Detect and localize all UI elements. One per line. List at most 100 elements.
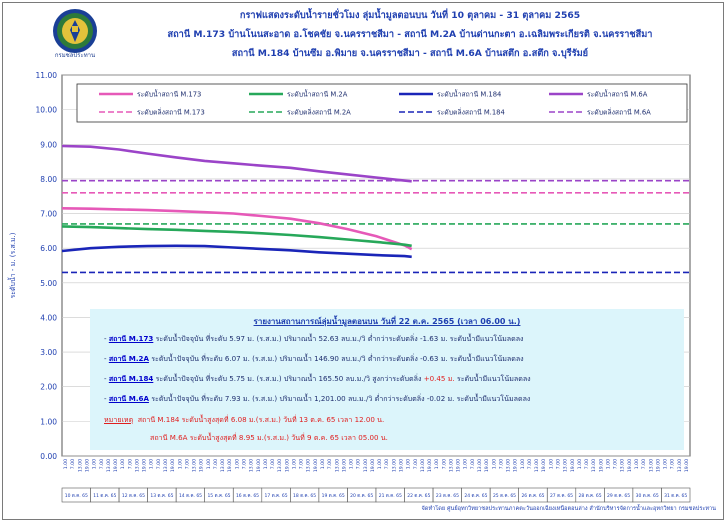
hour-tick-label: 13.00 (363, 459, 369, 472)
note-label: หมายเหตุ (104, 415, 134, 424)
legend-box (76, 83, 688, 123)
hour-tick-label: 19.00 (341, 459, 347, 472)
y-axis-title: ระดับน้ำ - ม. (ร.ส.ม.) (6, 232, 17, 298)
credit-text: จัดทำโดย ศูนย์อุทกวิทยาชลประทานภาคตะวันอ… (421, 506, 716, 512)
hour-tick-label: 1.00 (291, 459, 297, 469)
hour-tick-label: 7.00 (299, 459, 305, 469)
station-link-m2a[interactable]: สถานี M.2A (108, 354, 149, 363)
hour-tick-label: 19.00 (170, 459, 176, 472)
hour-tick-label: 1.00 (491, 459, 497, 469)
y-tick-label: 6.00 (40, 244, 57, 253)
hour-tick-label: 19.00 (399, 459, 405, 472)
date-label: 29 ต.ค. 65 (607, 493, 630, 499)
hour-tick-label: 13.00 (648, 459, 654, 472)
hour-tick-label: 19.00 (142, 459, 148, 472)
hour-tick-label: 13.00 (77, 459, 83, 472)
hour-tick-label: 19.00 (684, 459, 690, 472)
hour-tick-label: 19.00 (655, 459, 661, 472)
date-cell (661, 487, 691, 503)
hour-tick-label: 1.00 (577, 459, 583, 469)
date-label: 16 ต.ค. 65 (236, 493, 259, 499)
hour-tick-label: 13.00 (277, 459, 283, 472)
y-tick-label: 0.00 (40, 452, 57, 461)
hour-tick-label: 19.00 (456, 459, 462, 472)
date-label: 13 ต.ค. 65 (150, 493, 173, 499)
hour-tick-label: 7.00 (498, 459, 504, 469)
report-row-m173: - สถานี M.173 ระดับน้ำปัจจุบัน ที่ระดับ … (104, 334, 524, 343)
y-tick-label: 8.00 (40, 175, 57, 184)
hour-tick-label: 7.00 (127, 459, 133, 469)
hour-tick-label: 19.00 (113, 459, 119, 472)
date-label: 19 ต.ค. 65 (322, 493, 345, 499)
y-tick-label: 10.00 (36, 106, 58, 115)
legend-entry: ระดับตลิ่งสถานี M.184 (437, 108, 505, 117)
station-link-m173[interactable]: สถานี M.173 (108, 334, 154, 343)
hour-tick-label: 7.00 (613, 459, 619, 469)
hour-tick-label: 13.00 (534, 459, 540, 472)
hour-tick-label: 13.00 (477, 459, 483, 472)
y-tick-label: 11.00 (36, 71, 58, 80)
hour-tick-label: 7.00 (441, 459, 447, 469)
hour-tick-label: 13.00 (420, 459, 426, 472)
hour-tick-label: 13.00 (506, 459, 512, 472)
hour-tick-label: 1.00 (349, 459, 355, 469)
hour-tick-label: 13.00 (591, 459, 597, 472)
date-label: 10 ต.ค. 65 (65, 493, 88, 499)
hour-tick-label: 19.00 (541, 459, 547, 472)
water-level-line (61, 207, 413, 251)
hour-tick-label: 7.00 (70, 459, 76, 469)
hour-tick-label: 19.00 (484, 459, 490, 472)
hour-tick-label: 19.00 (227, 459, 233, 472)
date-label: 15 ต.ค. 65 (207, 493, 230, 499)
hour-tick-label: 7.00 (327, 459, 333, 469)
above-bank-value: +0.45 ม. (423, 374, 455, 383)
hour-tick-label: 7.00 (384, 459, 390, 469)
chart-subtitle-2: สถานี M.184 บ้านซึม อ.พิมาย จ.นครราชสีมา… (231, 48, 589, 59)
station-link-m184[interactable]: สถานี M.184 (108, 374, 154, 383)
hour-tick-label: 1.00 (605, 459, 611, 469)
hour-tick-label: 7.00 (242, 459, 248, 469)
date-label: 28 ต.ค. 65 (579, 493, 602, 499)
date-label: 23 ต.ค. 65 (436, 493, 459, 499)
report-row-text: ระดับน้ำปัจจุบัน ที่ระดับ 7.93 ม. (ร.ส.ม… (151, 394, 531, 403)
y-tick-label: 4.00 (40, 313, 57, 322)
report-row-text: ระดับน้ำปัจจุบัน ที่ระดับ 5.97 ม. (ร.ส.ม… (155, 334, 524, 343)
hour-tick-label: 7.00 (156, 459, 162, 469)
hour-tick-label: 13.00 (306, 459, 312, 472)
hour-tick-label: 13.00 (563, 459, 569, 472)
hour-tick-label: 19.00 (370, 459, 376, 472)
date-label: 21 ต.ค. 65 (379, 493, 402, 499)
hour-tick-label: 7.00 (584, 459, 590, 469)
logo-caption: กรมชลประทาน (54, 52, 96, 59)
hour-tick-label: 7.00 (356, 459, 362, 469)
hour-tick-label: 19.00 (427, 459, 433, 472)
hour-tick-label: 19.00 (256, 459, 262, 472)
date-label: 18 ต.ค. 65 (293, 493, 316, 499)
hour-tick-label: 7.00 (413, 459, 419, 469)
hour-tick-label: 19.00 (598, 459, 604, 472)
hour-tick-label: 13.00 (249, 459, 255, 472)
report-note-2: สถานี M.6A ระดับน้ำสูงสุดที่ 8.95 ม.(ร.ส… (150, 433, 388, 442)
report-note-1: หมายเหตุ สถานี M.184 ระดับน้ำสูงสุดที่ 6… (104, 415, 384, 426)
hour-tick-label: 1.00 (263, 459, 269, 469)
water-level-line (61, 225, 412, 248)
hour-tick-label: 7.00 (213, 459, 219, 469)
hour-tick-label: 1.00 (320, 459, 326, 469)
hour-tick-label: 13.00 (220, 459, 226, 472)
station-link-m6a[interactable]: สถานี M.6A (108, 394, 149, 403)
hour-tick-label: 1.00 (406, 459, 412, 469)
date-label: 24 ต.ค. 65 (464, 493, 487, 499)
hour-tick-label: 7.00 (99, 459, 105, 469)
hour-tick-label: 13.00 (163, 459, 169, 472)
hour-tick-label: 19.00 (627, 459, 633, 472)
report-row-text: ระดับน้ำปัจจุบัน ที่ระดับ 5.75 ม. (ร.ส.ม… (155, 374, 422, 383)
date-label: 26 ต.ค. 65 (521, 493, 544, 499)
hour-tick-label: 13.00 (192, 459, 198, 472)
hour-tick-label: 7.00 (527, 459, 533, 469)
date-label: 11 ต.ค. 65 (93, 493, 116, 499)
hour-tick-label: 13.00 (677, 459, 683, 472)
hour-tick-label: 1.00 (149, 459, 155, 469)
hour-tick-label: 1.00 (206, 459, 212, 469)
date-label: 14 ต.ค. 65 (179, 493, 202, 499)
legend-entry: ระดับตลิ่งสถานี M.6A (587, 108, 651, 117)
